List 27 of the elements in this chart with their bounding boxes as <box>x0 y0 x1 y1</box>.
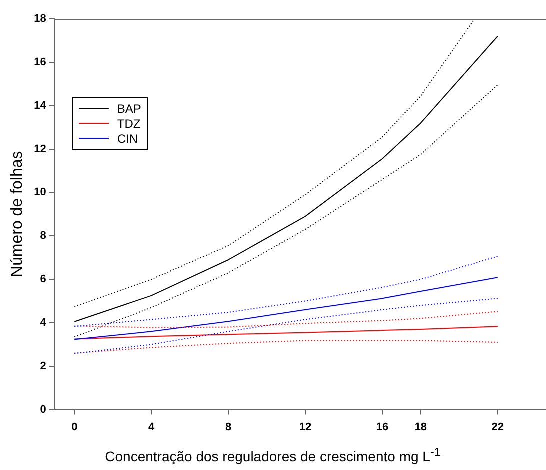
y-tick-label: 10 <box>34 186 46 199</box>
x-tick-label: 8 <box>225 421 232 434</box>
y-tick-label: 8 <box>40 230 46 242</box>
y-tick-label: 6 <box>40 274 46 286</box>
x-tick-label: 22 <box>492 421 504 434</box>
y-tick-label: 12 <box>34 143 46 156</box>
line-series <box>74 340 498 354</box>
y-tick-label: 14 <box>34 100 48 112</box>
legend-label: BAP <box>117 102 142 116</box>
y-tick-label: 18 <box>34 13 46 26</box>
legend-label: CIN <box>117 132 138 146</box>
line-series <box>74 311 498 328</box>
y-tick-label: 2 <box>40 360 46 372</box>
x-tick-label: 4 <box>148 421 156 434</box>
x-tick-label: 18 <box>414 421 428 434</box>
legend-label: TDZ <box>117 116 141 130</box>
x-tick-label: 0 <box>72 421 78 434</box>
y-tick-label: 16 <box>34 56 46 68</box>
x-tick-label: 16 <box>376 421 389 434</box>
line-series <box>74 256 498 328</box>
x-tick-label: 12 <box>299 421 312 434</box>
y-tick-label: 0 <box>40 404 46 416</box>
y-tick-label: 4 <box>40 316 48 329</box>
line-series <box>74 298 498 354</box>
x-axis-title: Concentração dos reguladores de crescimento mg L$^{-1}$ <box>104 446 442 465</box>
y-axis-title: Número de folhas <box>9 151 26 278</box>
line-series <box>74 84 498 338</box>
